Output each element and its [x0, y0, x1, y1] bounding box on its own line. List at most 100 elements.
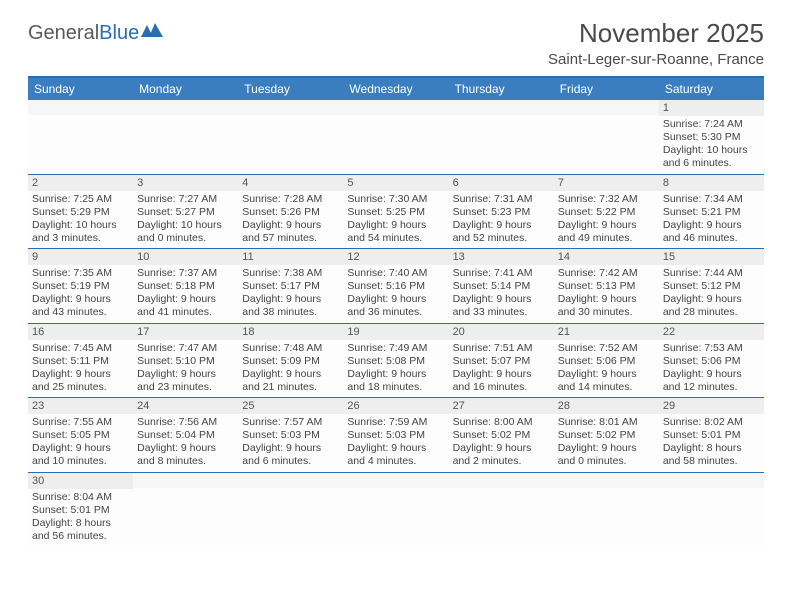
day-number [343, 473, 448, 488]
sunset-text: Sunset: 5:25 PM [347, 206, 444, 219]
sunset-text: Sunset: 5:06 PM [663, 355, 760, 368]
sunrise-text: Sunrise: 7:32 AM [558, 193, 655, 206]
day-number: 2 [28, 175, 133, 191]
day-cell: 4Sunrise: 7:28 AMSunset: 5:26 PMDaylight… [238, 175, 343, 250]
daylight-text: and 41 minutes. [137, 306, 234, 319]
daylight-text: Daylight: 9 hours [558, 219, 655, 232]
day-cell: 17Sunrise: 7:47 AMSunset: 5:10 PMDayligh… [133, 324, 238, 399]
day-number [238, 100, 343, 115]
daylight-text: and 58 minutes. [663, 455, 760, 468]
daylight-text: Daylight: 8 hours [32, 517, 129, 530]
sunset-text: Sunset: 5:13 PM [558, 280, 655, 293]
daylight-text: and 38 minutes. [242, 306, 339, 319]
day-number: 27 [449, 398, 554, 414]
sunset-text: Sunset: 5:09 PM [242, 355, 339, 368]
sunrise-text: Sunrise: 7:40 AM [347, 267, 444, 280]
sunrise-text: Sunrise: 8:01 AM [558, 416, 655, 429]
empty-cell [238, 473, 343, 547]
daylight-text: and 18 minutes. [347, 381, 444, 394]
dow-sunday: Sunday [28, 78, 133, 100]
day-cell: 16Sunrise: 7:45 AMSunset: 5:11 PMDayligh… [28, 324, 133, 399]
header: GeneralBlue November 2025 Saint-Leger-su… [28, 18, 764, 68]
daylight-text: Daylight: 9 hours [32, 293, 129, 306]
daylight-text: Daylight: 9 hours [137, 368, 234, 381]
sunrise-text: Sunrise: 7:59 AM [347, 416, 444, 429]
day-number: 22 [659, 324, 764, 340]
daylight-text: and 0 minutes. [558, 455, 655, 468]
day-number: 5 [343, 175, 448, 191]
sunrise-text: Sunrise: 7:51 AM [453, 342, 550, 355]
day-cell: 21Sunrise: 7:52 AMSunset: 5:06 PMDayligh… [554, 324, 659, 399]
day-number [28, 100, 133, 115]
day-number [554, 473, 659, 488]
day-number: 18 [238, 324, 343, 340]
day-cell: 20Sunrise: 7:51 AMSunset: 5:07 PMDayligh… [449, 324, 554, 399]
day-cell: 9Sunrise: 7:35 AMSunset: 5:19 PMDaylight… [28, 249, 133, 324]
empty-cell [554, 473, 659, 547]
daylight-text: Daylight: 9 hours [242, 293, 339, 306]
sunset-text: Sunset: 5:03 PM [347, 429, 444, 442]
day-number: 8 [659, 175, 764, 191]
daylight-text: and 56 minutes. [32, 530, 129, 543]
day-cell: 15Sunrise: 7:44 AMSunset: 5:12 PMDayligh… [659, 249, 764, 324]
sunrise-text: Sunrise: 7:48 AM [242, 342, 339, 355]
day-number: 15 [659, 249, 764, 265]
empty-cell [659, 473, 764, 547]
dow-friday: Friday [554, 78, 659, 100]
day-cell: 19Sunrise: 7:49 AMSunset: 5:08 PMDayligh… [343, 324, 448, 399]
day-number: 28 [554, 398, 659, 414]
daylight-text: and 6 minutes. [663, 157, 760, 170]
daylight-text: and 54 minutes. [347, 232, 444, 245]
daylight-text: and 4 minutes. [347, 455, 444, 468]
daylight-text: Daylight: 9 hours [663, 293, 760, 306]
day-number: 13 [449, 249, 554, 265]
sunset-text: Sunset: 5:11 PM [32, 355, 129, 368]
day-number: 14 [554, 249, 659, 265]
day-number [238, 473, 343, 488]
sunset-text: Sunset: 5:01 PM [663, 429, 760, 442]
day-number: 29 [659, 398, 764, 414]
day-number [133, 100, 238, 115]
day-number: 4 [238, 175, 343, 191]
day-cell: 28Sunrise: 8:01 AMSunset: 5:02 PMDayligh… [554, 398, 659, 473]
dow-monday: Monday [133, 78, 238, 100]
day-number: 24 [133, 398, 238, 414]
day-cell: 13Sunrise: 7:41 AMSunset: 5:14 PMDayligh… [449, 249, 554, 324]
day-cell: 26Sunrise: 7:59 AMSunset: 5:03 PMDayligh… [343, 398, 448, 473]
day-cell: 14Sunrise: 7:42 AMSunset: 5:13 PMDayligh… [554, 249, 659, 324]
day-cell: 24Sunrise: 7:56 AMSunset: 5:04 PMDayligh… [133, 398, 238, 473]
day-number [343, 100, 448, 115]
daylight-text: Daylight: 9 hours [242, 442, 339, 455]
month-title: November 2025 [548, 18, 764, 49]
day-number: 19 [343, 324, 448, 340]
daylight-text: and 43 minutes. [32, 306, 129, 319]
sunrise-text: Sunrise: 7:28 AM [242, 193, 339, 206]
sunrise-text: Sunrise: 7:31 AM [453, 193, 550, 206]
daylight-text: Daylight: 9 hours [453, 293, 550, 306]
sunset-text: Sunset: 5:07 PM [453, 355, 550, 368]
day-cell: 3Sunrise: 7:27 AMSunset: 5:27 PMDaylight… [133, 175, 238, 250]
day-number: 20 [449, 324, 554, 340]
sunset-text: Sunset: 5:02 PM [558, 429, 655, 442]
sunset-text: Sunset: 5:30 PM [663, 131, 760, 144]
empty-cell [449, 100, 554, 175]
empty-cell [238, 100, 343, 175]
sunrise-text: Sunrise: 8:00 AM [453, 416, 550, 429]
sunrise-text: Sunrise: 8:02 AM [663, 416, 760, 429]
day-number: 7 [554, 175, 659, 191]
day-cell: 7Sunrise: 7:32 AMSunset: 5:22 PMDaylight… [554, 175, 659, 250]
day-number: 23 [28, 398, 133, 414]
daylight-text: Daylight: 9 hours [663, 368, 760, 381]
sunset-text: Sunset: 5:26 PM [242, 206, 339, 219]
day-cell: 27Sunrise: 8:00 AMSunset: 5:02 PMDayligh… [449, 398, 554, 473]
day-number: 1 [659, 100, 764, 116]
sunset-text: Sunset: 5:27 PM [137, 206, 234, 219]
daylight-text: and 21 minutes. [242, 381, 339, 394]
empty-cell [449, 473, 554, 547]
daylight-text: Daylight: 10 hours [663, 144, 760, 157]
daylight-text: Daylight: 10 hours [137, 219, 234, 232]
sunset-text: Sunset: 5:23 PM [453, 206, 550, 219]
sunrise-text: Sunrise: 8:04 AM [32, 491, 129, 504]
sunrise-text: Sunrise: 7:53 AM [663, 342, 760, 355]
day-cell: 23Sunrise: 7:55 AMSunset: 5:05 PMDayligh… [28, 398, 133, 473]
